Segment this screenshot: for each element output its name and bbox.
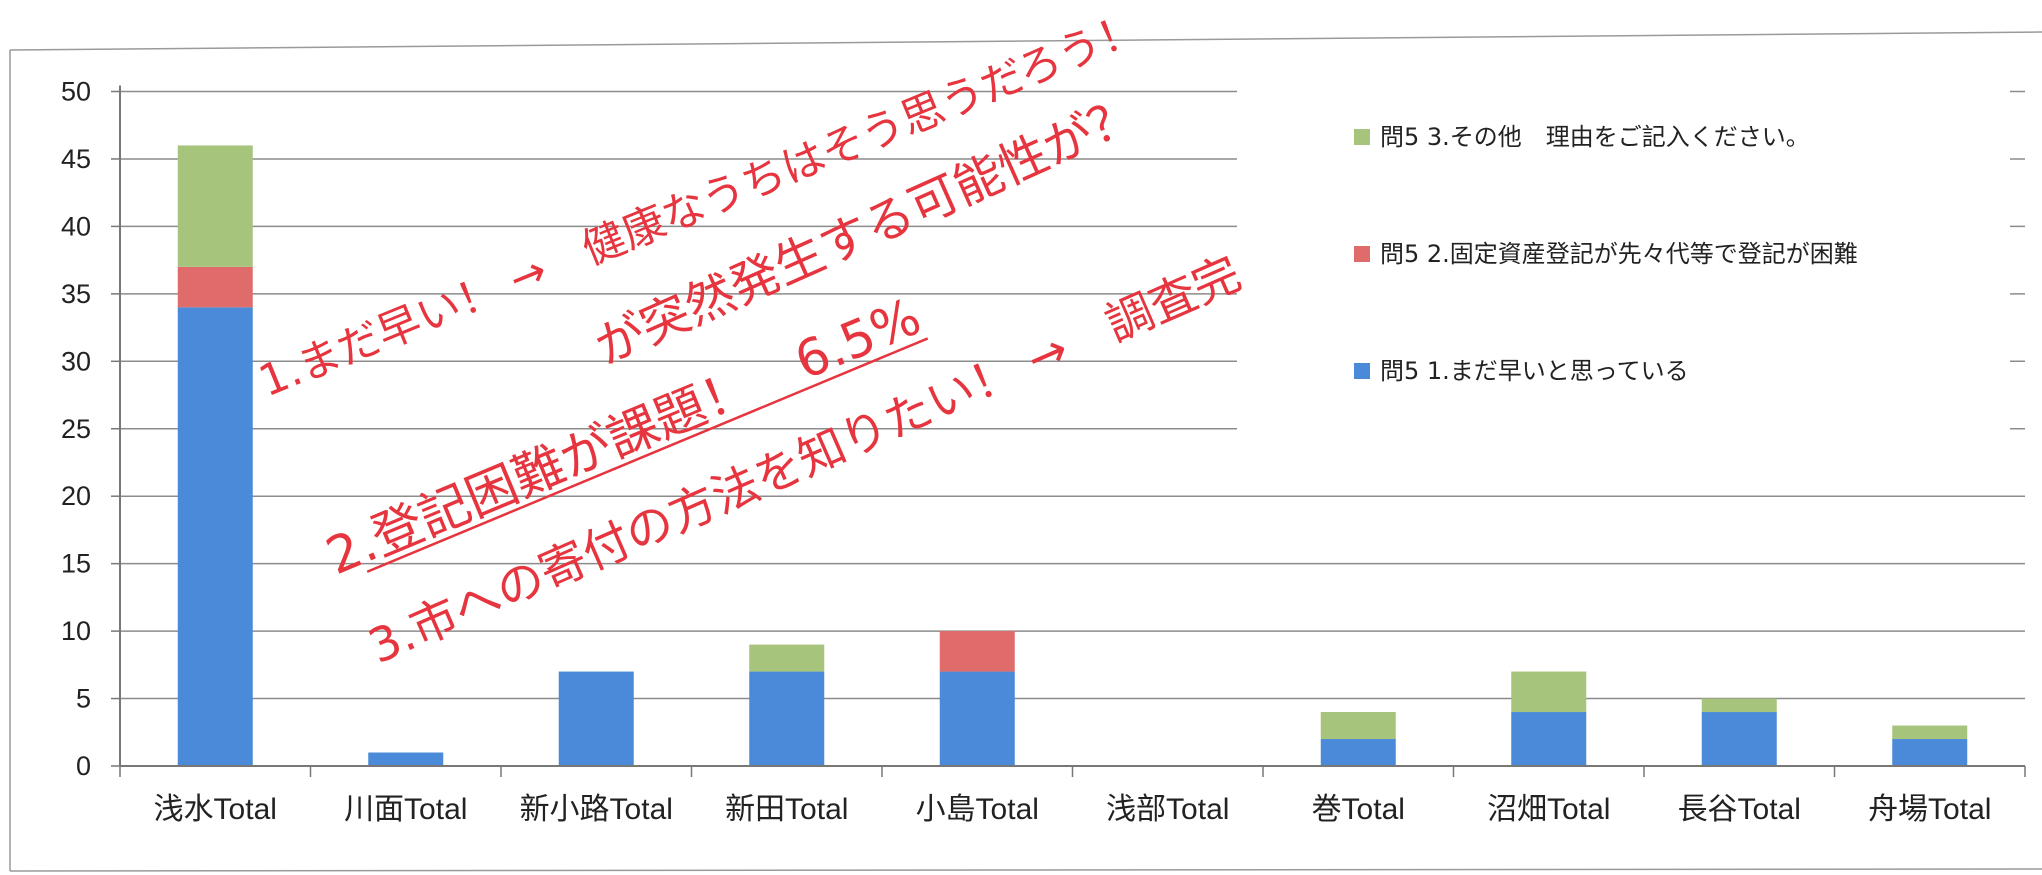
legend-swatch [1354,363,1370,379]
frame-top-border [9,31,2042,51]
bar-series3-8 [1511,671,1587,713]
bar-series1-1 [177,307,253,766]
axis-labels: 0 5 10 15 20 25 30 35 40 45 50 浅水Total 川面Total 新小路Tot… [61,77,1991,827]
bar-series3-10 [1892,725,1968,740]
bar-series2-1 [177,266,253,308]
bar-series1-10 [1892,739,1968,766]
y-tick-label: 15 [61,549,91,579]
x-category-label: 沼畑Total [1487,793,1610,826]
annotation-underline [366,337,929,573]
y-tick-label: 10 [61,616,91,646]
legend-label: 問5 3.その他 理由をご記入ください。 [1380,123,1810,151]
x-category-label: 巻Total [1312,793,1405,826]
x-category-label: 舟場Total [1868,793,1991,826]
bar-series3-1 [177,145,253,267]
bar-series3-9 [1701,698,1777,713]
x-category-label: 長谷Total [1678,793,1801,826]
bar-series1-3 [558,671,634,766]
y-tick-label: 5 [76,684,91,714]
legend-label: 問5 2.固定資産登記が先々代等で登記が困難 [1380,240,1858,268]
bar-series1-8 [1511,712,1587,766]
x-category-label: 川面Total [344,793,467,826]
chart-frame [9,31,2042,872]
legend-swatch [1354,246,1370,262]
bar-series1-7 [1320,739,1396,766]
y-tick-label: 40 [61,211,91,241]
x-category-label: 小島Total [916,793,1039,826]
x-category-label: 浅水Total [154,793,277,826]
x-category-label: 新小路Total [520,793,673,826]
legend: 問5 3.その他 理由をご記入ください。 問5 2.固定資産登記が先々代等で登記… [1354,123,1858,385]
y-tick-label: 0 [76,751,91,781]
legend-item-registration-difficult: 問5 2.固定資産登記が先々代等で登記が困難 [1354,240,1858,268]
bar-series1-5 [939,671,1015,766]
y-tick-label: 45 [61,144,91,174]
annotations: 1.まだ早い！ → 健康なうちはそう思うだろう！ が突然発生する可能性が？ 2.… [252,3,1249,675]
bar-series1-9 [1701,712,1777,766]
frame-bottom-border [9,868,2042,872]
axes [111,85,2026,777]
legend-item-too-early: 問5 1.まだ早いと思っている [1354,357,1689,385]
bar-series1-4 [749,671,825,766]
y-tick-label: 30 [61,346,91,376]
bar-series3-4 [749,644,825,672]
bars [177,145,1968,766]
y-tick-label: 50 [61,77,91,107]
y-tick-label: 25 [61,414,91,444]
y-tick-label: 35 [61,279,91,309]
bar-series3-7 [1320,712,1396,740]
legend-swatch [1354,129,1370,145]
x-category-label: 浅部Total [1106,793,1229,826]
legend-label: 問5 1.まだ早いと思っている [1380,357,1689,385]
y-tick-label: 20 [61,481,91,511]
legend-item-other: 問5 3.その他 理由をご記入ください。 [1354,123,1810,151]
bar-series1-2 [368,752,444,766]
bar-series2-5 [939,631,1015,672]
x-category-label: 新田Total [725,793,848,826]
